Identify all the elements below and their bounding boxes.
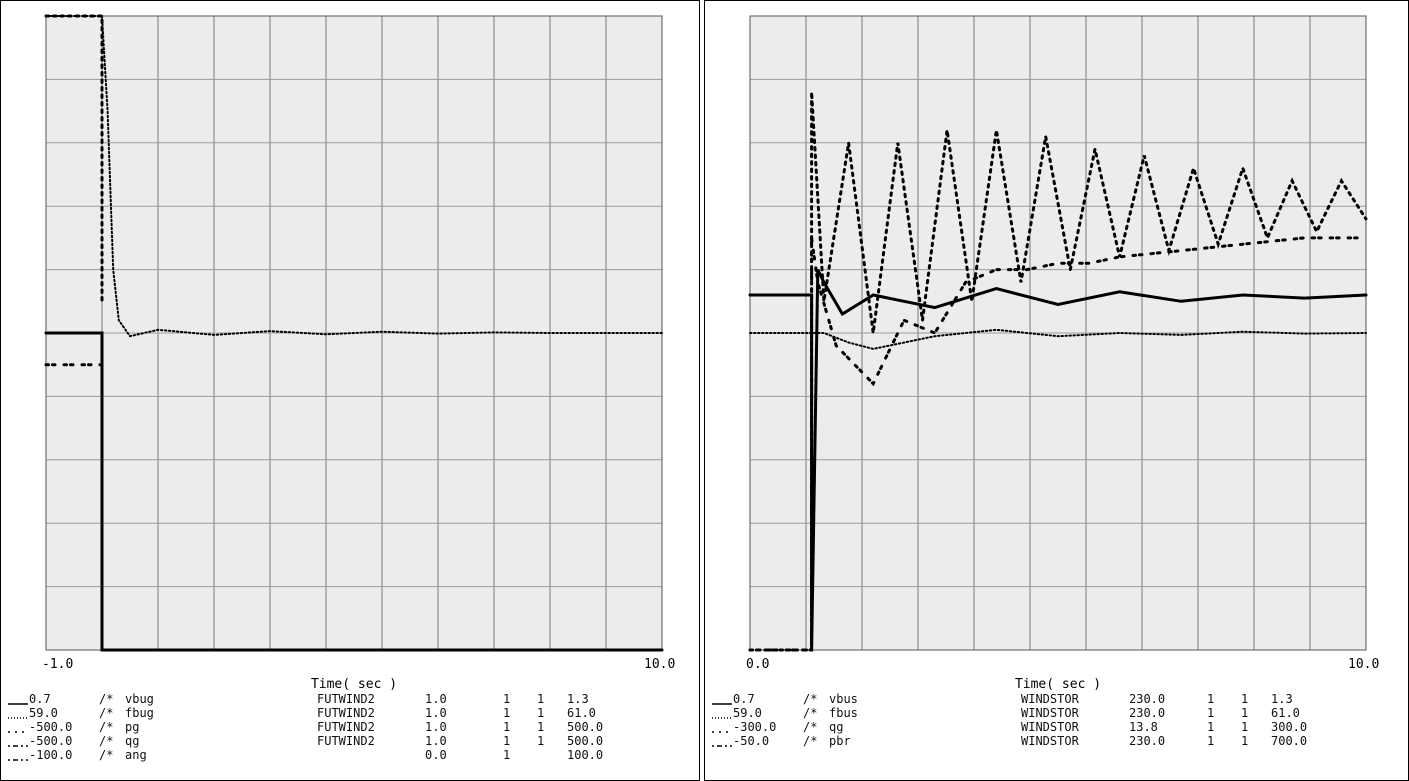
legend-bus: WINDSTOR — [1021, 692, 1079, 706]
series-pbr — [748, 236, 1368, 652]
legend-swatch — [712, 745, 732, 747]
legend-sep: /* — [803, 720, 818, 734]
legend-name: fbus — [829, 706, 858, 720]
legend-min: 59.0 — [29, 706, 58, 720]
legend-v1: 230.0 — [1129, 706, 1166, 720]
legend-swatch — [8, 759, 28, 761]
legend-min: -100.0 — [29, 748, 73, 762]
x-axis-label: Time( sec ) — [311, 677, 397, 691]
legend-name: qg — [125, 734, 140, 748]
x-min-label: -1.0 — [42, 657, 73, 672]
plot-panel-right: 0.0 10.0 Time( sec ) 0.7 /* vbus WINDSTOR 230.… — [704, 0, 1409, 781]
legend-name: qg — [829, 720, 844, 734]
legend-n2: 1 — [537, 692, 545, 706]
series-pg — [44, 14, 104, 303]
legend-n2: 1 — [1241, 706, 1249, 720]
legend-n2: 1 — [537, 734, 545, 748]
chart-right: 0.0 10.0 Time( sec ) — [746, 15, 1379, 691]
legend-sep: /* — [99, 748, 114, 762]
legend-bus: FUTWIND2 — [317, 692, 375, 706]
legend-n1: 1 — [1207, 706, 1215, 720]
legend-max: 100.0 — [567, 748, 604, 762]
legend-swatch — [712, 703, 732, 705]
legend-max: 61.0 — [1271, 706, 1300, 720]
legend-name: fbug — [125, 706, 154, 720]
legend-min: -300.0 — [733, 720, 777, 734]
legend-n2: 1 — [537, 706, 545, 720]
legend-max: 700.0 — [1271, 734, 1308, 748]
x-max-label: 10.0 — [644, 657, 675, 672]
legend-sep: /* — [99, 692, 114, 706]
legend-n1: 1 — [503, 720, 511, 734]
legend-n1: 1 — [503, 734, 511, 748]
legend-swatch — [8, 717, 28, 719]
legend-min: 59.0 — [733, 706, 762, 720]
legend-bus: FUTWIND2 — [317, 720, 375, 734]
legend-n2: 1 — [1241, 720, 1249, 734]
legend-v1: 1.0 — [425, 734, 447, 748]
legend-max: 500.0 — [567, 734, 604, 748]
legend-swatch — [8, 731, 28, 733]
plot-panel-left: -1.0 10.0 Time( sec ) 0.7/* vbug FUTWIND2 1.0… — [0, 0, 700, 781]
legend-sep: /* — [99, 734, 114, 748]
legend-bus: FUTWIND2 — [317, 734, 375, 748]
legend-min: -500.0 — [29, 734, 73, 748]
legend-n1: 1 — [1207, 734, 1215, 748]
legend-sep: /* — [99, 706, 114, 720]
legend-v1: 1.0 — [425, 720, 447, 734]
legend-v1: 1.0 — [425, 706, 447, 720]
legend-n2: 1 — [1241, 692, 1249, 706]
series-qg — [748, 92, 1368, 652]
legend-name: vbug — [125, 692, 154, 706]
x-min-label: 0.0 — [746, 657, 769, 672]
series-fbug — [45, 15, 663, 338]
legend-n1: 1 — [1207, 720, 1215, 734]
legend-sep: /* — [99, 720, 114, 734]
legend-max: 1.3 — [1271, 692, 1293, 706]
legend-swatch — [8, 703, 28, 705]
legend-v1: 1.0 — [425, 692, 447, 706]
legend-max: 61.0 — [567, 706, 596, 720]
legend-min: 0.7 — [29, 692, 51, 706]
legend-bus: FUTWIND2 — [317, 706, 375, 720]
legend-name: vbus — [829, 692, 858, 706]
legend-sep: /* — [803, 734, 818, 748]
legend-n1: 1 — [1207, 692, 1215, 706]
legend-swatch — [712, 717, 732, 719]
legend-n2: 1 — [537, 720, 545, 734]
legend-bus: WINDSTOR — [1021, 706, 1079, 720]
legend-min: -500.0 — [29, 720, 73, 734]
chart-left: -1.0 10.0 Time( sec ) — [42, 14, 675, 691]
x-axis-label: Time( sec ) — [1015, 677, 1101, 691]
legend-min: 0.7 — [733, 692, 755, 706]
legend-swatch — [712, 731, 732, 733]
x-max-label: 10.0 — [1348, 657, 1379, 672]
legend-n1: 1 — [503, 692, 511, 706]
series-vbus — [748, 268, 1368, 651]
legend-v1: 230.0 — [1129, 692, 1166, 706]
legend-name: pbr — [829, 734, 851, 748]
legend-min: -50.0 — [733, 734, 770, 748]
legend-v1: 13.8 — [1129, 720, 1158, 734]
legend-max: 1.3 — [567, 692, 589, 706]
legend-swatch — [8, 745, 28, 747]
legend-max: 500.0 — [567, 720, 604, 734]
legend-bus: WINDSTOR — [1021, 734, 1079, 748]
legend-n1: 1 — [503, 748, 511, 762]
legend-name: pg — [125, 720, 140, 734]
legend-bus: WINDSTOR — [1021, 720, 1079, 734]
legend-v1: 230.0 — [1129, 734, 1166, 748]
legend-n2: 1 — [1241, 734, 1249, 748]
legend-max: 300.0 — [1271, 720, 1308, 734]
legend-sep: /* — [803, 692, 818, 706]
series-qg — [44, 363, 104, 620]
series-fbus — [749, 328, 1367, 350]
legend-sep: /* — [803, 706, 818, 720]
series-vbug — [44, 331, 664, 652]
legend-name: ang — [125, 748, 147, 762]
legend-v1: 0.0 — [425, 748, 447, 762]
legend-n1: 1 — [503, 706, 511, 720]
